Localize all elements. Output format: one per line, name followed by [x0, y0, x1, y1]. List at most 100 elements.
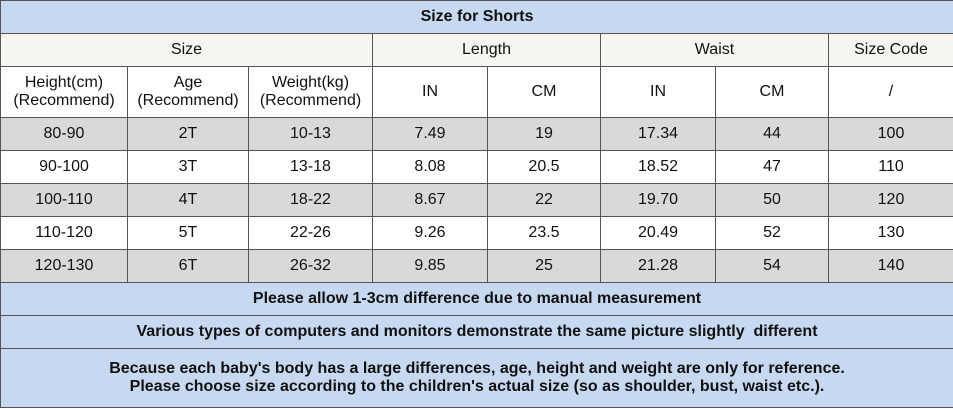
group-header: Waist — [600, 33, 829, 67]
cell-text: 120-130 — [34, 257, 94, 274]
cell-text: 4T — [178, 191, 198, 208]
cell-text: 140 — [877, 257, 905, 274]
data-cell: 52 — [715, 216, 829, 250]
data-cell: 5T — [127, 216, 249, 250]
data-cell: 9.26 — [372, 216, 488, 250]
table-row: Please allow 1-3cm difference due to man… — [0, 282, 953, 316]
table-row: 100-110 4T 18-22 8.67 22 19.70 50 120 — [0, 183, 953, 217]
data-cell: 18-22 — [248, 183, 373, 217]
cell-text: 110-120 — [35, 224, 93, 241]
column-header: IN — [600, 66, 716, 118]
data-cell: 20.5 — [487, 150, 601, 184]
cell-text: CM — [531, 83, 557, 100]
table-row: Size Length Waist Size Code — [0, 33, 953, 67]
cell-text: 3T — [178, 158, 198, 175]
cell-text: 110 — [878, 158, 904, 175]
table-row: 90-100 3T 13-18 8.08 20.5 18.52 47 110 — [0, 150, 953, 184]
cell-text: 54 — [763, 257, 781, 274]
data-cell: 17.34 — [600, 117, 716, 151]
data-cell: 100-110 — [0, 183, 128, 217]
cell-text: 22 — [535, 191, 553, 208]
data-cell: 140 — [827, 249, 953, 283]
data-cell: 3T — [127, 150, 249, 184]
data-cell: 120-130 — [0, 249, 128, 283]
cell-text: 9.85 — [414, 257, 446, 274]
cell-text: 20.49 — [637, 224, 679, 241]
data-cell: 8.08 — [372, 150, 488, 184]
cell-text: Size — [170, 41, 203, 58]
cell-text: 18-22 — [290, 191, 331, 208]
cell-text: 100-110 — [35, 191, 93, 208]
data-cell: 110 — [827, 150, 953, 184]
cell-text: Because each baby's body has a large dif… — [109, 360, 845, 377]
data-cell: 21.28 — [600, 249, 716, 283]
data-cell: 44 — [715, 117, 829, 151]
cell-text: 8.67 — [414, 191, 446, 208]
cell-text: Age — [173, 74, 203, 91]
data-cell: 120 — [827, 183, 953, 217]
cell-text: 100 — [877, 125, 905, 142]
cell-text: (Recommend) — [137, 92, 239, 109]
data-cell: 19 — [487, 117, 601, 151]
cell-text: 50 — [763, 191, 781, 208]
note: Various types of computers and monitors … — [0, 315, 953, 349]
cell-text: IN — [650, 83, 666, 100]
cell-text: 8.08 — [414, 158, 446, 175]
cell-text: 44 — [763, 125, 781, 142]
title: Size for Shorts — [0, 0, 953, 34]
cell-text: 25 — [535, 257, 553, 274]
table-row: Because each baby's body has a large dif… — [0, 348, 953, 408]
data-cell: 2T — [127, 117, 249, 151]
table-row: Various types of computers and monitors … — [0, 315, 953, 349]
cell-text: 120 — [877, 191, 905, 208]
data-cell: 6T — [127, 249, 249, 283]
group-header: Length — [372, 33, 601, 67]
column-header: Height(cm) (Recommend) — [0, 66, 128, 118]
cell-text: Please choose size according to the chil… — [129, 378, 825, 395]
cell-text: 13-18 — [290, 158, 331, 175]
data-cell: 26-32 — [248, 249, 373, 283]
cell-text: 19.70 — [637, 191, 679, 208]
cell-text: 17.34 — [637, 125, 679, 142]
table-row: 120-130 6T 26-32 9.85 25 21.28 54 140 — [0, 249, 953, 283]
data-cell: 23.5 — [487, 216, 601, 250]
cell-text: 23.5 — [528, 224, 560, 241]
data-cell: 22 — [487, 183, 601, 217]
data-cell: 18.52 — [600, 150, 716, 184]
cell-text: CM — [759, 83, 785, 100]
cell-text: Waist — [694, 41, 735, 58]
cell-text: 2T — [178, 125, 198, 142]
data-cell: 47 — [715, 150, 829, 184]
cell-text: IN — [422, 83, 438, 100]
cell-text: 19 — [535, 125, 553, 142]
cell-text: Length — [462, 41, 511, 58]
data-cell: 9.85 — [372, 249, 488, 283]
cell-text: 10-13 — [290, 125, 331, 142]
cell-text: 6T — [178, 257, 198, 274]
cell-text: Height(cm) — [24, 74, 104, 91]
group-header: Size Code — [827, 33, 953, 67]
cell-text: 52 — [763, 224, 781, 241]
cell-text: 5T — [178, 224, 198, 241]
data-cell: 50 — [715, 183, 829, 217]
data-cell: 80-90 — [0, 117, 128, 151]
cell-text: 47 — [763, 158, 781, 175]
data-cell: 20.49 — [600, 216, 716, 250]
data-cell: 90-100 — [0, 150, 128, 184]
cell-text: 130 — [877, 224, 905, 241]
data-cell: 130 — [827, 216, 953, 250]
data-cell: 13-18 — [248, 150, 373, 184]
data-cell: 10-13 — [248, 117, 373, 151]
table-row: Size for Shorts — [0, 0, 953, 34]
data-cell: 22-26 — [248, 216, 373, 250]
column-header: CM — [487, 66, 601, 118]
data-cell: 8.67 — [372, 183, 488, 217]
data-cell: 110-120 — [0, 216, 128, 250]
cell-text: Size for Shorts — [420, 8, 534, 25]
column-header: Age (Recommend) — [127, 66, 249, 118]
data-cell: 4T — [127, 183, 249, 217]
cell-text: Please allow 1-3cm difference due to man… — [252, 290, 702, 307]
data-cell: 19.70 — [600, 183, 716, 217]
data-cell: 7.49 — [372, 117, 488, 151]
